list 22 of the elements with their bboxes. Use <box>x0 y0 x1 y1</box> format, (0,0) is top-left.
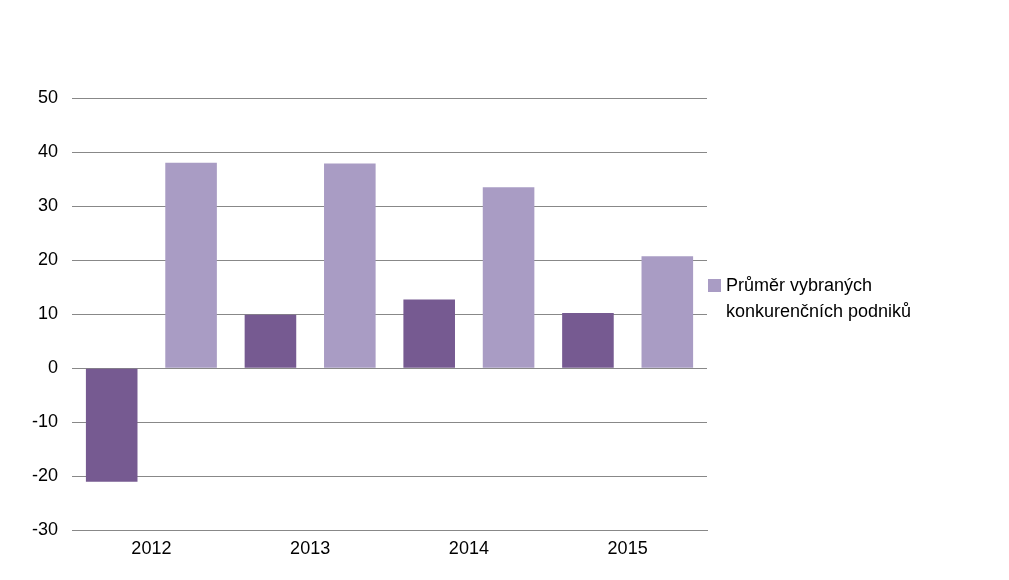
y-tick-label: 0 <box>48 357 59 378</box>
y-tick-label: 40 <box>37 141 59 162</box>
y-tick-label: 10 <box>37 303 59 324</box>
bar <box>244 314 297 368</box>
x-tick-label: 2015 <box>607 538 648 559</box>
y-tick-label: -20 <box>32 465 59 486</box>
x-tick-label: 2013 <box>290 538 331 559</box>
y-tick-label: -30 <box>32 519 59 540</box>
y-tick-label: 20 <box>37 249 59 270</box>
bar <box>85 368 138 482</box>
bar <box>165 162 217 368</box>
bar <box>324 163 376 368</box>
y-tick-label: 50 <box>37 86 59 107</box>
y-tick-label: -10 <box>32 411 59 432</box>
bar <box>562 313 614 368</box>
bar <box>403 299 455 368</box>
bar <box>641 256 694 368</box>
y-tick-label: 30 <box>37 195 59 216</box>
x-tick-label: 2012 <box>131 538 172 559</box>
legend-label: Průměr vybraných konkurenčních podniků <box>726 274 913 323</box>
bar <box>482 187 535 368</box>
x-tick-label: 2014 <box>448 538 489 559</box>
